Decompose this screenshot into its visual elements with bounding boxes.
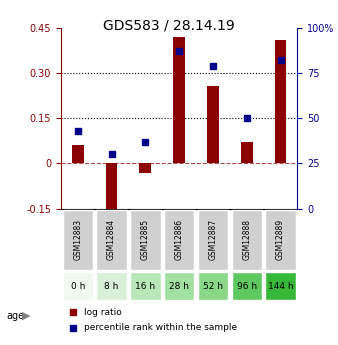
FancyBboxPatch shape — [232, 210, 262, 269]
Text: GSM12886: GSM12886 — [175, 219, 184, 260]
Text: 28 h: 28 h — [169, 282, 189, 291]
Text: GSM12883: GSM12883 — [73, 219, 82, 260]
Text: GSM12888: GSM12888 — [242, 219, 251, 260]
Text: GSM12885: GSM12885 — [141, 219, 150, 260]
Text: 96 h: 96 h — [237, 282, 257, 291]
Text: percentile rank within the sample: percentile rank within the sample — [84, 324, 238, 333]
Text: 144 h: 144 h — [268, 282, 293, 291]
FancyBboxPatch shape — [198, 273, 228, 300]
FancyBboxPatch shape — [265, 210, 296, 269]
Text: GSM12889: GSM12889 — [276, 219, 285, 260]
Bar — [139, 164, 151, 172]
FancyBboxPatch shape — [232, 273, 262, 300]
Bar — [72, 145, 84, 164]
FancyBboxPatch shape — [96, 210, 127, 269]
Bar — [173, 37, 185, 164]
Bar — [207, 87, 219, 164]
FancyBboxPatch shape — [63, 210, 93, 269]
Text: GSM12884: GSM12884 — [107, 219, 116, 260]
FancyBboxPatch shape — [164, 210, 194, 269]
FancyBboxPatch shape — [198, 210, 228, 269]
Text: GDS583 / 28.14.19: GDS583 / 28.14.19 — [103, 19, 235, 33]
FancyBboxPatch shape — [96, 273, 127, 300]
Text: ▶: ▶ — [22, 311, 30, 321]
Text: age: age — [7, 311, 25, 321]
FancyBboxPatch shape — [164, 273, 194, 300]
Text: 0 h: 0 h — [71, 282, 85, 291]
Text: 52 h: 52 h — [203, 282, 223, 291]
Text: 8 h: 8 h — [104, 282, 119, 291]
FancyBboxPatch shape — [130, 273, 161, 300]
FancyBboxPatch shape — [130, 210, 161, 269]
FancyBboxPatch shape — [63, 273, 93, 300]
Text: GSM12887: GSM12887 — [209, 219, 217, 260]
Text: 16 h: 16 h — [135, 282, 155, 291]
Bar — [274, 40, 286, 164]
FancyBboxPatch shape — [265, 273, 296, 300]
Bar — [105, 164, 117, 224]
Text: log ratio: log ratio — [84, 307, 122, 316]
Bar — [241, 142, 252, 164]
